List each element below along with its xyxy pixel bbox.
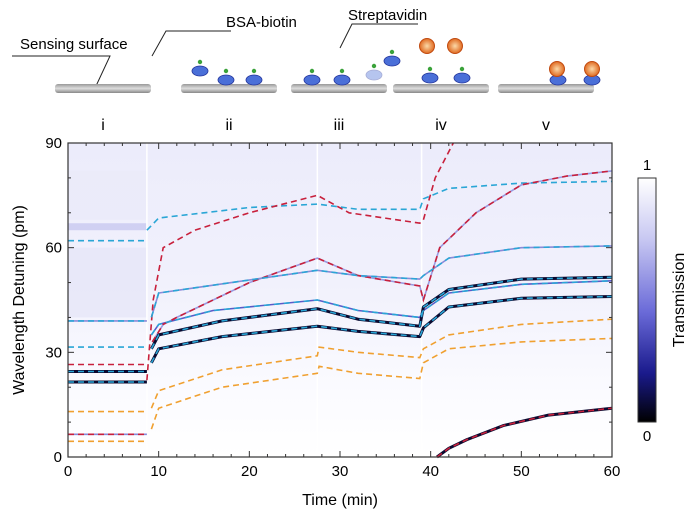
streptavidin-icon xyxy=(447,38,463,54)
biotin-icon xyxy=(427,66,433,72)
streptavidin-label: Streptavidin xyxy=(348,7,427,24)
biotin-icon xyxy=(251,68,257,74)
sensing-surface-1 xyxy=(55,84,151,93)
stage-label-i: i xyxy=(101,117,105,134)
stage-label-v: v xyxy=(542,117,550,134)
y-axis-label: Wavelength Detuning (pm) xyxy=(11,205,28,395)
sensing-surface-3 xyxy=(291,84,387,93)
bsa-leader-line xyxy=(151,30,231,57)
heatmap-band xyxy=(68,170,147,220)
colorbar-gradient xyxy=(637,177,657,423)
sensing-surface-label: Sensing surface xyxy=(20,36,128,53)
sensing-surface-5 xyxy=(498,84,594,93)
fit-curve-19 xyxy=(436,407,613,458)
x-tick-label: 50 xyxy=(513,463,530,480)
colorbar-label: Transmission xyxy=(671,253,688,348)
y-tick-label: 90 xyxy=(45,135,62,152)
stage-label-iv: iv xyxy=(435,117,447,134)
stage-label-ii: ii xyxy=(225,117,232,134)
x-axis-label: Time (min) xyxy=(302,492,378,509)
colorbar-min-label: 0 xyxy=(643,428,651,445)
bsa-molecule-icon xyxy=(421,72,439,84)
bsa-molecule-icon xyxy=(333,74,351,86)
streptavidin-icon xyxy=(584,61,600,77)
biotin-icon xyxy=(197,59,203,65)
schematic: Sensing surface BSA-biotin Streptavidin … xyxy=(12,7,601,134)
bsa-molecule-icon xyxy=(245,74,263,86)
fit-curve-10 xyxy=(146,180,613,231)
x-tick-label: 0 xyxy=(64,463,72,480)
colorbar: 1 0 Transmission xyxy=(637,157,688,445)
x-tick-label: 20 xyxy=(241,463,258,480)
bsa-molecule-icon xyxy=(383,55,401,67)
y-tick-label: 60 xyxy=(45,240,62,257)
fit-curve-18 xyxy=(150,337,613,430)
fit-curve-17 xyxy=(150,318,613,409)
heatmap-band xyxy=(68,223,147,231)
sensing-surface-4 xyxy=(393,84,489,93)
heatmap-background xyxy=(68,143,612,457)
fit-curve-14 xyxy=(150,280,613,336)
fit-curve-12 xyxy=(151,170,613,343)
y-tick-label: 30 xyxy=(45,344,62,361)
bsa-biotin-label: BSA-biotin xyxy=(226,14,297,31)
bsa-molecule-icon xyxy=(217,74,235,86)
streptavidin-icon xyxy=(419,38,435,54)
biotin-icon xyxy=(223,68,229,74)
colorbar-max-label: 1 xyxy=(643,157,651,174)
biotin-icon xyxy=(339,68,345,74)
bsa-molecule-icon xyxy=(453,72,471,84)
bsa-molecule-icon xyxy=(303,74,321,86)
plot-area: 0 10 20 30 40 50 60 0 30 60 90 Time (min) Waveleng… xyxy=(11,135,620,509)
surface-leader-line xyxy=(12,55,111,87)
x-tick-label: 10 xyxy=(150,463,167,480)
fit-curve-11 xyxy=(146,142,455,381)
strep-leader-line xyxy=(339,23,418,49)
biotin-icon xyxy=(371,63,377,69)
heatmap-band xyxy=(68,247,147,318)
bsa-molecule-icon xyxy=(365,69,383,81)
resonance-trace-15 xyxy=(150,275,613,350)
sensing-surface-2 xyxy=(181,84,277,93)
stage-label-iii: iii xyxy=(334,117,345,134)
x-tick-label: 60 xyxy=(604,463,621,480)
biotin-icon xyxy=(309,68,315,74)
y-tick-label: 0 xyxy=(54,449,62,466)
biotin-icon xyxy=(459,66,465,72)
bsa-molecule-icon xyxy=(191,65,209,77)
x-tick-label: 30 xyxy=(332,463,349,480)
biotin-icon xyxy=(389,49,395,55)
x-tick-label: 40 xyxy=(422,463,439,480)
streptavidin-icon xyxy=(549,61,565,77)
resonance-trace-16 xyxy=(150,295,613,364)
